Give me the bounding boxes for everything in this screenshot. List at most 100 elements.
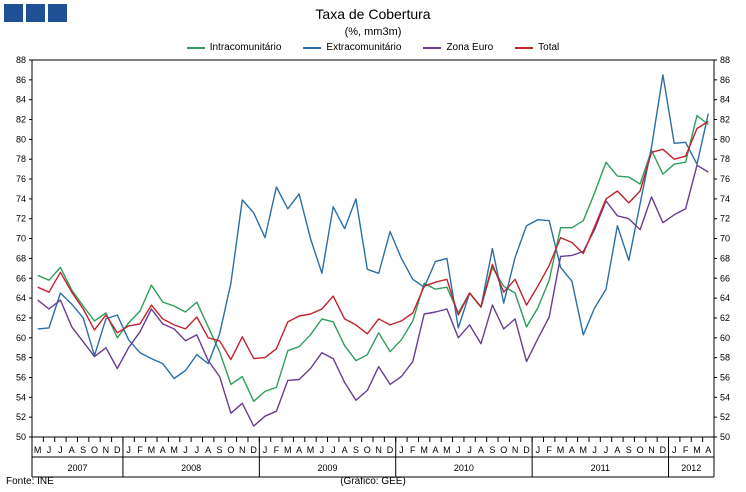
series-line-2 (37, 164, 709, 427)
month-label: F (410, 445, 416, 455)
month-label: O (91, 445, 98, 455)
y-tick-label-left: 56 (16, 372, 26, 382)
y-tick-label-right: 64 (720, 293, 730, 303)
y-tick-label-right: 68 (720, 253, 730, 263)
month-label: M (557, 445, 565, 455)
legend-item-extracomunitario: Extracomunitário (303, 42, 401, 53)
logo-block (48, 4, 67, 22)
month-label: J (467, 445, 472, 455)
series-line-3 (37, 120, 709, 361)
month-label: J (126, 445, 131, 455)
month-label: J (536, 445, 541, 455)
month-label: F (274, 445, 280, 455)
month-label: A (342, 445, 348, 455)
legend-label: Zona Euro (446, 42, 494, 53)
month-label: J (47, 445, 52, 455)
month-label: A (205, 445, 211, 455)
source-note: Fonte: INE (6, 476, 54, 487)
y-tick-label-right: 80 (720, 134, 730, 144)
y-tick-label-left: 60 (16, 333, 26, 343)
month-label: J (183, 445, 188, 455)
month-label: J (592, 445, 597, 455)
month-label: A (569, 445, 575, 455)
month-label: O (500, 445, 507, 455)
y-tick-label-left: 88 (16, 55, 26, 65)
y-tick-label-left: 72 (16, 214, 26, 224)
month-label: M (420, 445, 428, 455)
y-tick-label-right: 54 (720, 392, 730, 402)
month-label: N (512, 445, 519, 455)
month-label: S (217, 445, 223, 455)
month-label: M (580, 445, 588, 455)
month-label: S (80, 445, 86, 455)
month-label: M (284, 445, 292, 455)
month-label: J (263, 445, 268, 455)
y-tick-label-left: 82 (16, 115, 26, 125)
month-label: J (195, 445, 200, 455)
month-label: S (626, 445, 632, 455)
y-tick-label-right: 50 (720, 432, 730, 442)
year-label: 2009 (318, 463, 338, 473)
month-label: J (604, 445, 609, 455)
chart-subtitle: (%, mm3m) (344, 26, 402, 38)
y-tick-label-left: 54 (16, 392, 26, 402)
month-label: F (683, 445, 689, 455)
month-label: O (637, 445, 644, 455)
y-tick-label-right: 66 (720, 273, 730, 283)
y-tick-label-left: 70 (16, 234, 26, 244)
legend-item-zona-euro: Zona Euro (423, 42, 493, 53)
y-tick-label-left: 52 (16, 412, 26, 422)
y-tick-label-left: 58 (16, 353, 26, 363)
y-tick-label-right: 82 (720, 115, 730, 125)
legend-label: Intracomunitário (209, 42, 282, 53)
legend-item-intracomunitario: Intracomunitário (186, 42, 282, 53)
legend-item-total: Total (515, 42, 559, 53)
legend-swatch (186, 46, 205, 49)
year-label: 2012 (681, 463, 701, 473)
series-line-0 (37, 114, 709, 402)
month-label: N (239, 445, 246, 455)
legend-swatch (303, 46, 322, 49)
month-label: J (672, 445, 677, 455)
y-tick-label-left: 78 (16, 154, 26, 164)
y-tick-label-right: 76 (720, 174, 730, 184)
year-label: 2008 (181, 463, 201, 473)
y-tick-label-right: 52 (720, 412, 730, 422)
month-label: D (250, 445, 257, 455)
month-label: D (387, 445, 394, 455)
month-label: J (399, 445, 404, 455)
y-tick-label-right: 84 (720, 95, 730, 105)
y-tick-label-left: 62 (16, 313, 26, 323)
y-tick-label-right: 58 (720, 353, 730, 363)
month-label: F (137, 445, 143, 455)
month-label: A (705, 445, 711, 455)
month-label: J (320, 445, 325, 455)
month-label: A (296, 445, 302, 455)
gee-logo (4, 4, 67, 22)
chart-legend: Intracomunitário Extracomunitário Zona E… (0, 42, 746, 53)
month-label: O (364, 445, 371, 455)
y-tick-label-left: 64 (16, 293, 26, 303)
y-tick-label-right: 86 (720, 75, 730, 85)
y-tick-label-right: 70 (720, 234, 730, 244)
year-label: 2010 (454, 463, 474, 473)
y-tick-label-left: 68 (16, 253, 26, 263)
y-tick-label-right: 56 (720, 372, 730, 382)
month-label: A (160, 445, 166, 455)
y-tick-label-left: 66 (16, 273, 26, 283)
y-tick-label-right: 88 (720, 55, 730, 65)
year-label: 2011 (591, 463, 610, 473)
credit-note: (Gráfico: GEE) (340, 476, 406, 487)
month-label: M (693, 445, 701, 455)
month-label: N (103, 445, 110, 455)
month-label: M (34, 445, 42, 455)
legend-swatch (423, 46, 442, 49)
month-label: S (353, 445, 359, 455)
logo-block (26, 4, 45, 22)
y-tick-label-left: 74 (16, 194, 26, 204)
month-label: O (227, 445, 234, 455)
month-label: J (58, 445, 63, 455)
plot-frame (31, 59, 715, 438)
month-label: D (114, 445, 121, 455)
